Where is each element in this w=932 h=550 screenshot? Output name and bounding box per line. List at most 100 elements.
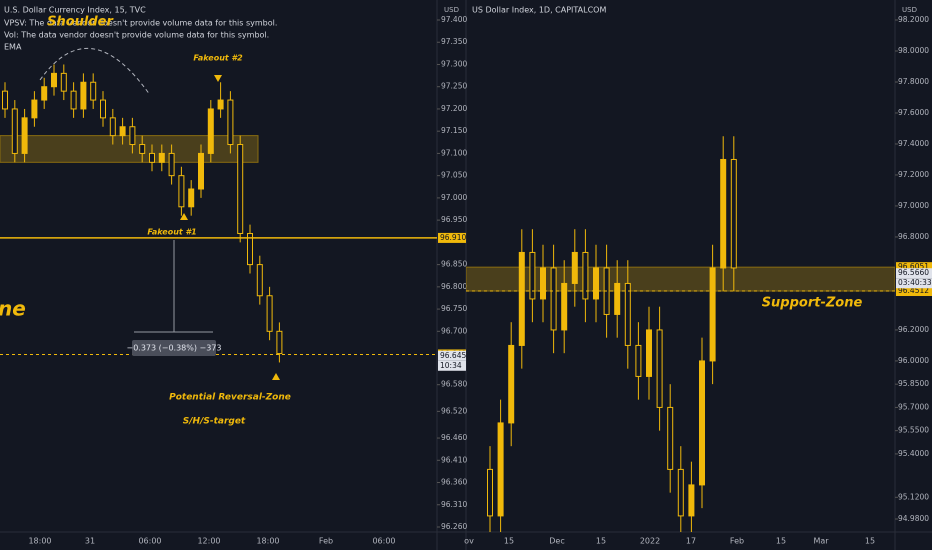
price-tag-label: 96.645 <box>440 351 466 360</box>
annotation: S/H/S-target <box>183 417 246 427</box>
candle-body <box>667 406 674 470</box>
chart-panel <box>0 64 283 363</box>
candle-body <box>207 108 214 154</box>
marker <box>180 213 188 220</box>
x-tick-label: 15 <box>504 537 514 546</box>
y-tick-label: 97.400 <box>441 15 467 24</box>
x-tick-label: Feb <box>319 537 333 546</box>
x-tick-label: 18:00 <box>28 537 51 546</box>
y-tick-label: 97.000 <box>441 193 467 202</box>
y-tick-label: 95.5500 <box>898 426 929 435</box>
y-tick-label: 96.700 <box>441 326 467 335</box>
y-tick-label: 98.0000 <box>898 46 929 55</box>
y-tick-label: 97.100 <box>441 148 467 157</box>
candle-body <box>614 282 621 315</box>
x-tick-label: Feb <box>730 537 744 546</box>
countdown: 03:40:33 <box>898 278 932 287</box>
candle-body <box>2 90 8 110</box>
y-tick-label: 95.7000 <box>898 402 929 411</box>
candle-body <box>540 267 546 300</box>
candle-body <box>80 81 87 110</box>
x-tick-label: 18:00 <box>256 537 279 546</box>
candle-body <box>247 232 253 266</box>
candle-body <box>699 360 705 486</box>
candle-body <box>624 282 631 346</box>
candle-body <box>571 251 578 284</box>
y-tick-label: 95.4000 <box>898 449 929 458</box>
y-tick-label: 96.260 <box>441 522 467 531</box>
annotation: Fakeout #1 <box>147 228 196 237</box>
candle-body <box>227 99 234 146</box>
candle-body <box>656 329 663 408</box>
candle-body <box>11 108 18 154</box>
y-tick-label: 97.200 <box>441 104 467 113</box>
y-tick-label: 97.350 <box>441 37 467 46</box>
candle-body <box>149 152 155 163</box>
candle-body <box>561 282 568 331</box>
x-tick-label: Dec <box>549 537 564 546</box>
price-tag-label: 96.6051 <box>898 262 929 271</box>
candle-body <box>593 267 599 300</box>
y-tick-label: 96.8000 <box>898 232 929 241</box>
candle-body <box>720 158 727 269</box>
price-tag <box>438 350 466 361</box>
annotation: Support-Zone <box>762 296 863 311</box>
candle-body <box>31 99 38 119</box>
candle-body <box>217 99 224 110</box>
candle-body <box>60 72 67 92</box>
x-tick-label: 06:00 <box>138 537 161 546</box>
y-tick-label: 96.800 <box>441 282 467 291</box>
price-tag <box>896 268 932 279</box>
x-tick-label: 31 <box>85 537 95 546</box>
y-tick-label: 97.150 <box>441 126 467 135</box>
candle-body <box>198 152 204 190</box>
candle-body <box>709 267 716 362</box>
candle-body <box>70 90 77 110</box>
y-tick-label: 96.520 <box>441 406 467 415</box>
y-tick-label: 97.0000 <box>898 201 929 210</box>
candle-body <box>276 330 283 355</box>
countdown-tag <box>438 360 466 371</box>
price-tag <box>896 262 932 273</box>
candle-body <box>677 468 684 517</box>
annotation: Potential Reversal-Zone <box>169 393 291 403</box>
candle-body <box>109 117 116 137</box>
y-tick-label: 96.580 <box>441 380 467 389</box>
candle-body <box>158 152 165 163</box>
annotation: ne <box>0 297 26 321</box>
y-tick-label: 97.050 <box>441 171 467 180</box>
x-tick-label: 06:00 <box>372 537 395 546</box>
y-tick-label: 94.9800 <box>898 514 929 523</box>
y-tick-label: 96.750 <box>441 304 467 313</box>
candle-body <box>487 468 493 517</box>
y-tick-label: 96.0000 <box>898 356 929 365</box>
candle-body <box>529 251 536 300</box>
y-tick-label: 96.850 <box>441 260 467 269</box>
chart-panel <box>466 136 895 532</box>
countdown: 10:34 <box>440 361 462 370</box>
note: VPSV: The data vendor doesn't provide vo… <box>4 19 277 28</box>
candle-body <box>635 344 642 377</box>
candle-body <box>51 72 57 88</box>
candle-body <box>188 188 195 208</box>
countdown-tag <box>896 278 932 289</box>
x-tick-label: ov <box>464 537 474 546</box>
unit: USD <box>902 6 917 14</box>
candle-body <box>139 144 146 154</box>
y-tick-label: 97.2000 <box>898 170 929 179</box>
marker <box>214 75 222 82</box>
measure-box <box>132 340 216 356</box>
price-tag <box>896 286 932 297</box>
candle-body <box>90 81 97 101</box>
candle-body <box>266 295 273 332</box>
marker <box>272 373 280 380</box>
x-tick-label: 17 <box>686 537 696 546</box>
candle-body <box>178 175 185 208</box>
x-tick-label: Mar <box>813 537 829 546</box>
y-tick-label: 96.460 <box>441 433 467 442</box>
y-tick-label: 96.410 <box>441 455 467 464</box>
candle-body <box>582 251 589 300</box>
y-tick-label: 97.300 <box>441 59 467 68</box>
y-tick-label: 96.2000 <box>898 325 929 334</box>
